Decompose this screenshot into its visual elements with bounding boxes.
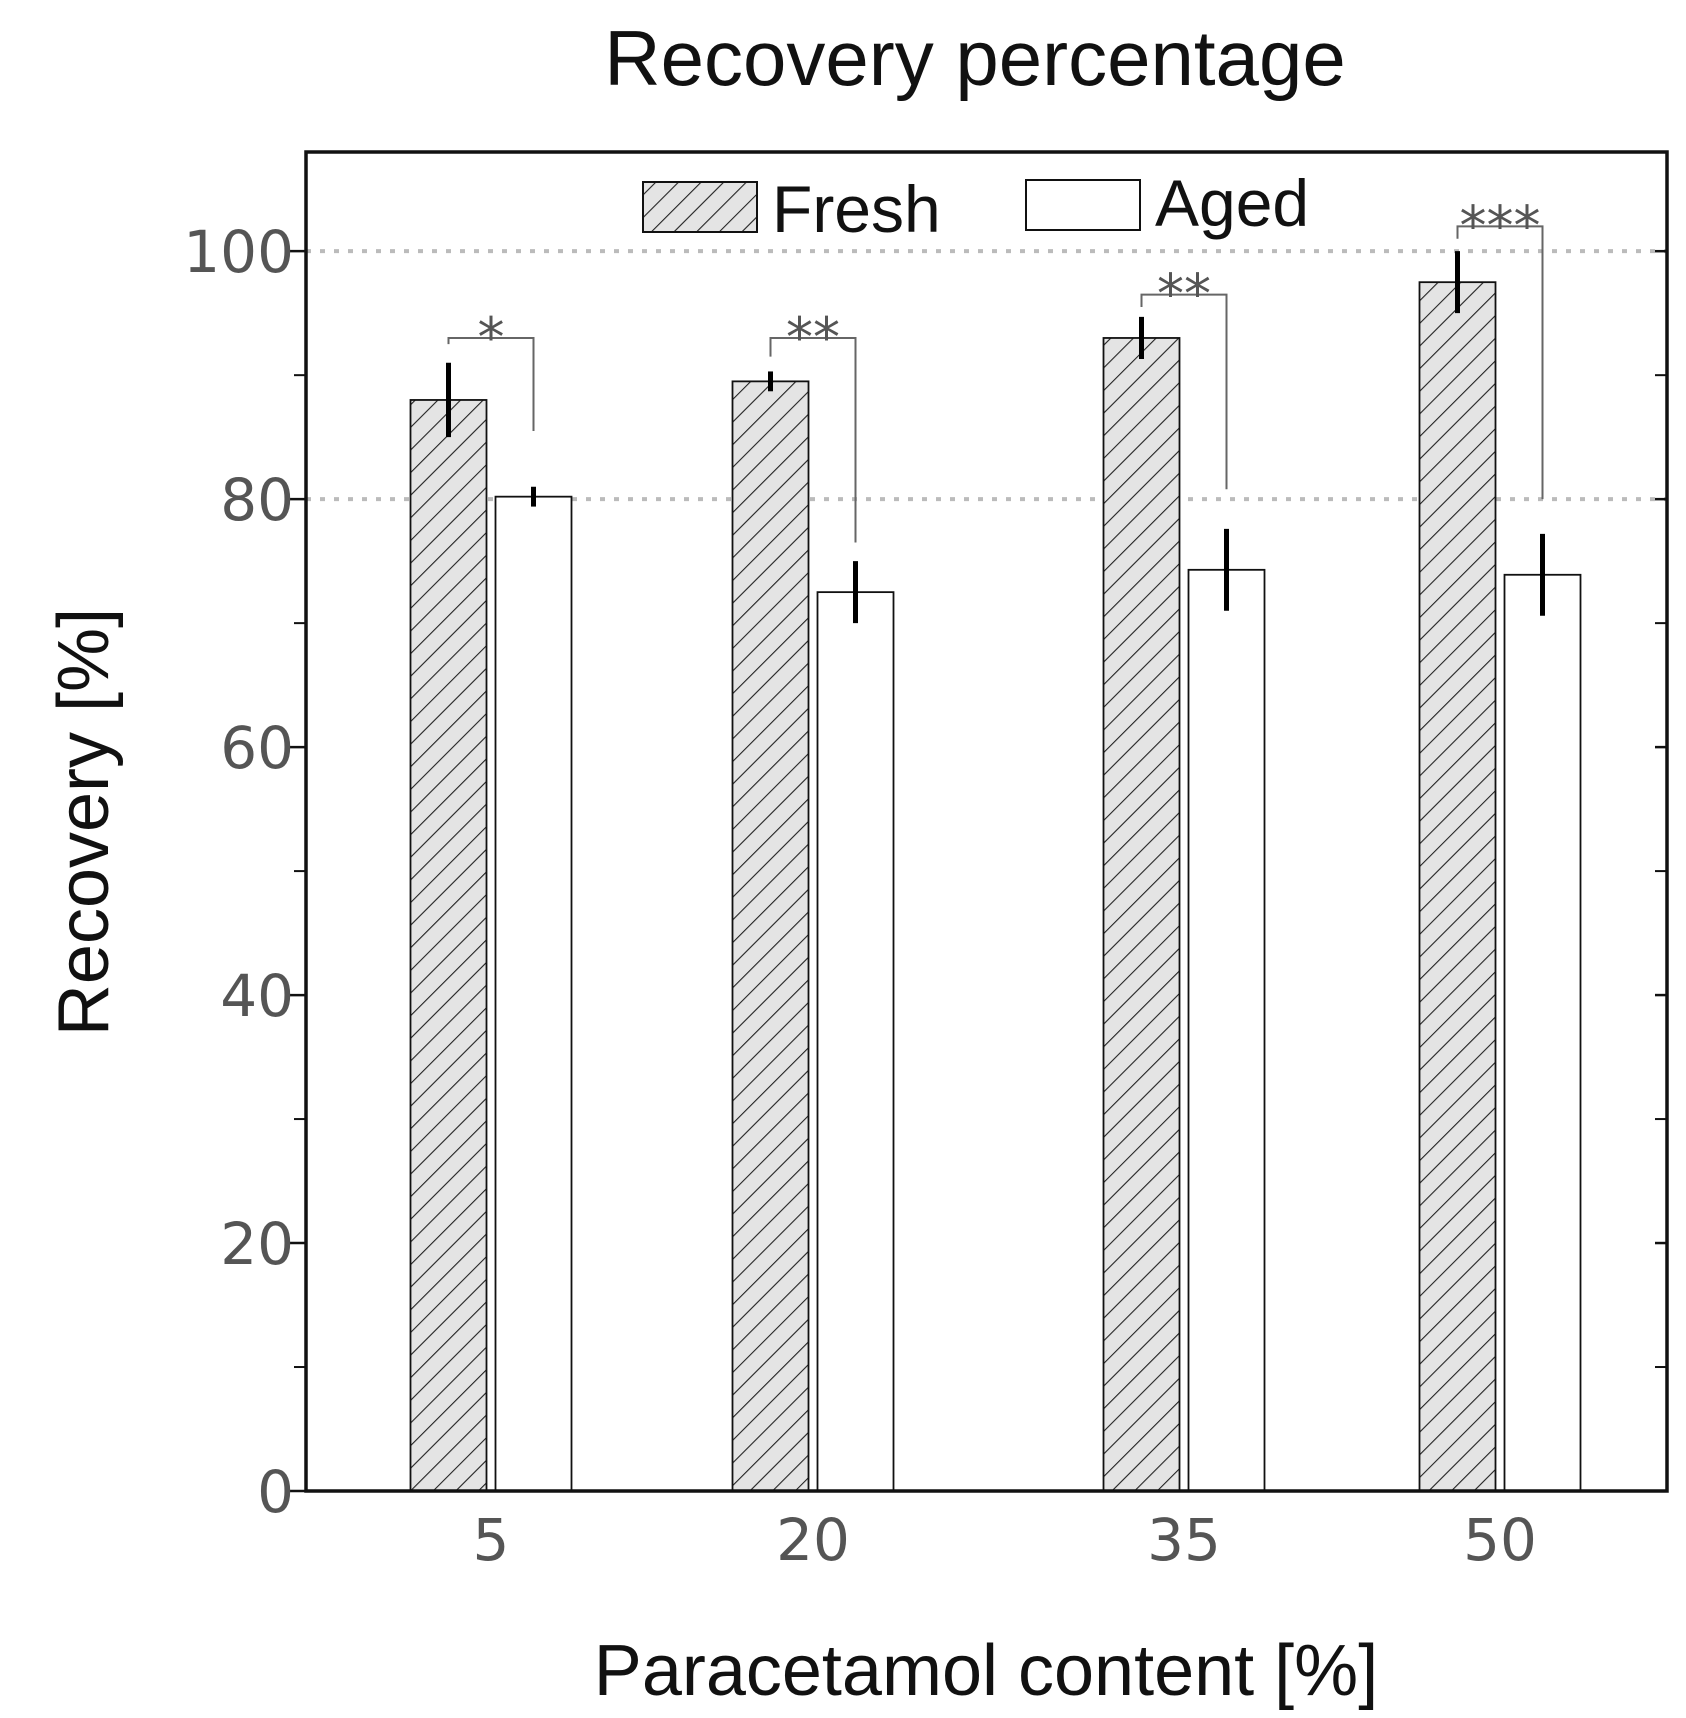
- y-axis-label: Recovery [%]: [44, 608, 124, 1036]
- y-tick-label-0: 0: [257, 1458, 294, 1526]
- significance-bracket-5: [447, 336, 535, 431]
- x-tick-label-5: 5: [473, 1506, 510, 1574]
- legend: Fresh Aged: [642, 166, 1309, 246]
- bar-aged-35: [1187, 568, 1266, 1492]
- error-bars-layer: [446, 251, 1545, 624]
- x-tick-label-50: 50: [1463, 1506, 1537, 1574]
- x-tick-labels: 5 20 35 50: [473, 1506, 1537, 1574]
- significance-label-35: **: [1157, 263, 1211, 326]
- y-tick-label-100: 100: [183, 218, 294, 286]
- legend-swatch-fresh: [642, 181, 758, 233]
- legend-swatch-aged: [1025, 179, 1141, 231]
- y-tick-label-60: 60: [220, 714, 294, 782]
- significance-bracket-35: [1140, 293, 1228, 490]
- legend-label-aged: Aged: [1155, 166, 1309, 240]
- chart-title: Recovery percentage: [604, 14, 1345, 102]
- y-tick-label-40: 40: [220, 962, 294, 1030]
- bar-fresh-20: [731, 380, 810, 1492]
- y-tick-label-20: 20: [220, 1210, 294, 1278]
- bar-fresh-50: [1418, 281, 1497, 1492]
- significance-label-50: ***: [1460, 194, 1541, 257]
- significance-bracket-50: [1456, 225, 1544, 500]
- y-tick-label-80: 80: [220, 466, 294, 534]
- significance-bracket-20: [769, 336, 857, 543]
- bars-layer: [409, 281, 1582, 1492]
- legend-label-fresh: Fresh: [772, 172, 941, 246]
- x-tick-label-35: 35: [1147, 1506, 1221, 1574]
- x-tick-label-20: 20: [776, 1506, 850, 1574]
- plot-frame: [304, 150, 1669, 1493]
- x-axis-label: Paracetamol content [%]: [594, 1631, 1378, 1711]
- significance-layer: * *******: [447, 194, 1544, 543]
- bar-fresh-5: [409, 399, 488, 1492]
- significance-label-20: **: [786, 306, 840, 369]
- y-tick-labels: 0 20 40 60 80 100: [183, 218, 294, 1526]
- bar-fresh-35: [1102, 337, 1181, 1492]
- bar-aged-50: [1503, 573, 1582, 1492]
- bar-aged-5: [494, 495, 573, 1492]
- significance-label-5: *: [478, 306, 505, 369]
- axis-layer: [288, 249, 1667, 1493]
- bar-aged-20: [816, 591, 895, 1492]
